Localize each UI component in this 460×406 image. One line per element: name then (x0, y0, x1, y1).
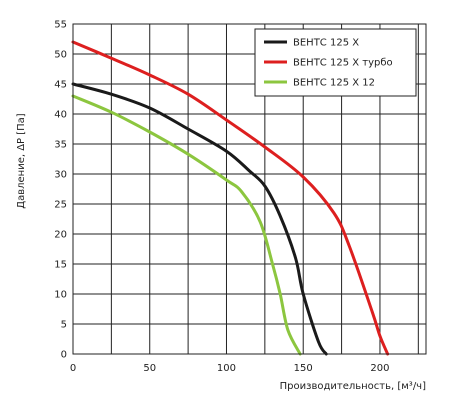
y-tick-label: 35 (54, 140, 67, 151)
x-tick-label: 150 (294, 363, 313, 374)
series-lines (71, 40, 390, 356)
y-tick-label: 0 (61, 350, 67, 361)
x-tick-label: 50 (143, 363, 156, 374)
legend-label: ВЕНТС 125 Х турбо (293, 58, 393, 69)
y-tick-label: 40 (54, 110, 67, 121)
x-tick-label: 100 (217, 363, 236, 374)
y-tick-label: 55 (54, 20, 67, 31)
y-tick-label: 20 (54, 230, 67, 241)
y-tick-label: 45 (54, 80, 67, 91)
series-line-2 (71, 40, 390, 356)
y-tick-label: 50 (54, 50, 67, 61)
plot-frame (72, 23, 427, 355)
y-tick-label: 5 (61, 320, 67, 331)
legend-label: ВЕНТС 125 Х 12 (293, 78, 375, 89)
series-line-3 (71, 94, 302, 356)
legend-label: ВЕНТС 125 Х (293, 38, 359, 49)
y-tick-label: 15 (54, 260, 67, 271)
series-line-1 (71, 82, 328, 356)
x-tick-label: 200 (370, 363, 389, 374)
y-axis-label: Давление, ΔP [Па] (16, 113, 27, 209)
legend: ВЕНТС 125 Х ВЕНТС 125 Х турбо ВЕНТС 125 Х … (254, 28, 417, 97)
x-tick-label: 0 (70, 363, 76, 374)
x-axis-label: Производительность, [м³/ч] (280, 381, 426, 392)
axes: 0 5 10 15 20 25 30 35 40 45 50 55 0 50 100 150 200 Произв… (16, 20, 427, 392)
y-tick-label: 25 (54, 200, 67, 211)
y-tick-label: 10 (54, 290, 67, 301)
y-tick-label: 30 (54, 170, 67, 181)
